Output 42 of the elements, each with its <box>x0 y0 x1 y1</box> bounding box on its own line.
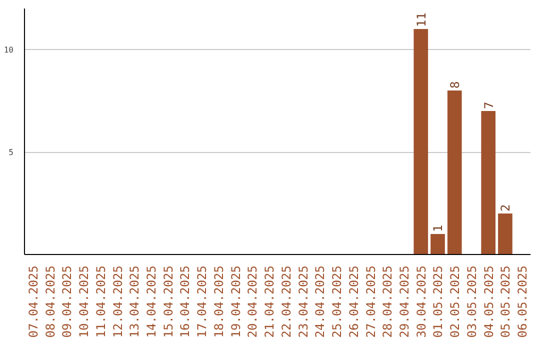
x-tick-label: 10.04.2025 <box>77 265 92 338</box>
data-label: 2 <box>498 204 513 212</box>
x-tick-label: 13.04.2025 <box>128 265 142 338</box>
bar <box>498 214 512 254</box>
x-tick-label: 29.04.2025 <box>398 265 412 338</box>
bar <box>414 29 428 254</box>
x-tick-label: 14.04.2025 <box>144 265 158 338</box>
x-tick-label: 30.04.2025 <box>414 265 428 338</box>
bar <box>447 90 462 254</box>
bar <box>430 234 445 254</box>
data-label: 1 <box>431 224 446 232</box>
bar <box>481 111 496 254</box>
x-tick-label: 17.04.2025 <box>195 265 210 338</box>
data-label: 8 <box>448 81 462 88</box>
x-tick-label: 24.04.2025 <box>313 265 328 338</box>
x-tick-label: 26.04.2025 <box>346 265 361 338</box>
x-tick-label: 18.04.2025 <box>212 265 226 338</box>
data-label: 7 <box>482 102 496 109</box>
x-tick-label: 20.04.2025 <box>246 265 260 338</box>
x-tick-label: 19.04.2025 <box>228 265 243 338</box>
x-tick-label: 09.04.2025 <box>60 265 74 338</box>
x-tick-label: 05.05.2025 <box>498 265 513 338</box>
x-tick-label: 06.05.2025 <box>516 265 530 338</box>
x-tick-label: 08.04.2025 <box>43 265 58 338</box>
y-tick-label: 5 <box>8 148 14 157</box>
x-tick-label: 16.04.2025 <box>178 265 192 338</box>
x-tick-label: 21.04.2025 <box>262 265 277 338</box>
data-label: 11 <box>414 12 428 27</box>
x-tick-label: 23.04.2025 <box>296 265 310 338</box>
x-tick-label: 01.05.2025 <box>431 265 446 338</box>
x-tick-label: 11.04.2025 <box>94 265 108 338</box>
x-tick-label: 04.05.2025 <box>482 265 496 338</box>
x-tick-label: 25.04.2025 <box>330 265 344 338</box>
x-tick-label: 03.05.2025 <box>464 265 479 338</box>
x-tick-label: 22.04.2025 <box>279 265 294 338</box>
x-tick-label: 15.04.2025 <box>161 265 176 338</box>
x-tick-label: 02.05.2025 <box>448 265 462 338</box>
x-tick-label: 12.04.2025 <box>110 265 125 338</box>
x-tick-label: 07.04.2025 <box>26 265 40 338</box>
x-tick-label: 27.04.2025 <box>364 265 378 338</box>
x-tick-label: 28.04.2025 <box>380 265 395 338</box>
y-tick-label: 10 <box>4 46 14 54</box>
